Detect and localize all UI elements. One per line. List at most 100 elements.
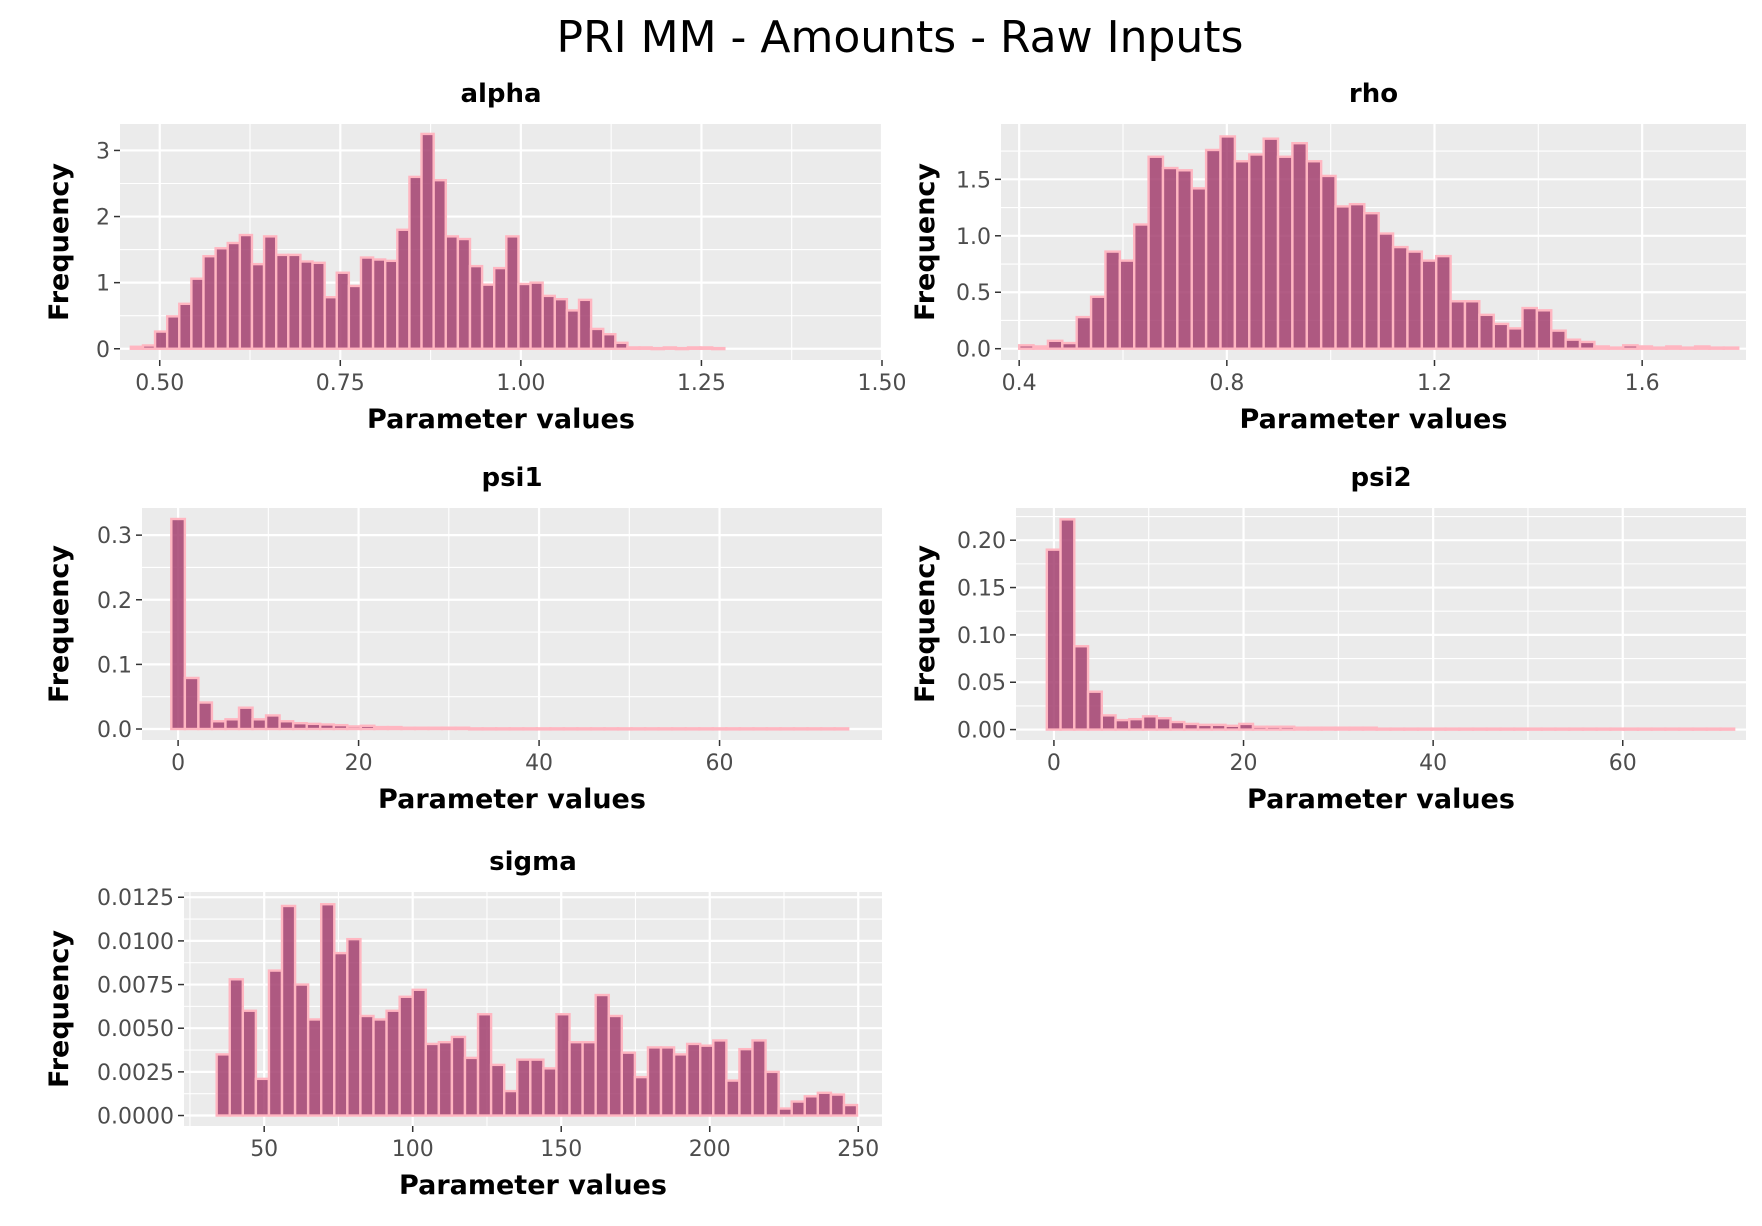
y-tick-label: 0.0 [97, 718, 132, 743]
histogram-bar [1499, 727, 1516, 731]
histogram-bar [468, 264, 484, 350]
histogram-bar [1449, 300, 1467, 350]
histogram-bar [1406, 250, 1424, 350]
histogram-bar [790, 1100, 806, 1117]
histogram-bar [1636, 727, 1653, 731]
histogram-bar [1196, 723, 1213, 731]
histogram-bar [1017, 344, 1035, 350]
histogram-bar [725, 727, 742, 731]
histogram-bar [1224, 724, 1241, 731]
histogram-bar [699, 1044, 715, 1117]
histogram-bar [1458, 727, 1475, 731]
histogram-bar [1679, 346, 1697, 350]
histogram-bar [1161, 166, 1179, 350]
histogram-bar [672, 1053, 689, 1117]
histogram-bar [454, 726, 471, 731]
histogram-bar [299, 260, 314, 350]
histogram-bar [359, 256, 375, 350]
histogram-bar [1719, 727, 1736, 731]
y-tick-label: 0.0075 [97, 974, 174, 999]
histogram-bar [228, 978, 245, 1117]
histogram-bar [190, 277, 205, 350]
histogram-bar [396, 228, 411, 350]
histogram-bar [516, 1058, 532, 1117]
histogram-bar [450, 1035, 467, 1117]
y-tick-label: 0.0025 [97, 1061, 174, 1086]
histogram-bar [250, 262, 266, 350]
x-tick-label: 0.50 [135, 371, 184, 396]
histogram-bar [712, 1039, 728, 1117]
histogram-bar [1492, 322, 1510, 350]
panel-rho: 0.4 0.8 1.2 1.6 0.0 0.5 1.0 1.5 rho Parameter val… [910, 79, 1746, 435]
histogram-bar [529, 1058, 545, 1117]
histogram-bar [1677, 727, 1695, 731]
histogram-bar [829, 1093, 846, 1117]
histogram-bar [1478, 313, 1495, 350]
histogram-bar [1361, 726, 1378, 731]
histogram-bar [777, 1107, 793, 1117]
histogram-bar [792, 727, 809, 731]
histogram-bar [1540, 727, 1557, 731]
histogram-bar [178, 302, 193, 350]
histogram-bars [170, 517, 850, 731]
x-tick-label: 250 [837, 1137, 879, 1162]
x-tick-label: 60 [706, 751, 734, 776]
histogram-bar [577, 298, 593, 350]
histogram-bar [633, 1075, 650, 1117]
histogram-bar [1183, 722, 1200, 731]
histogram-bar [214, 247, 229, 350]
histogram-bar [1059, 518, 1076, 731]
histogram-bar [153, 330, 169, 350]
y-tick-label: 0.05 [957, 671, 1006, 696]
histogram-bar [725, 1079, 741, 1117]
histogram-bar [202, 255, 217, 350]
histogram-bar [816, 1091, 833, 1117]
histogram-bar [685, 1042, 702, 1117]
histogram-bar [1114, 718, 1131, 731]
histogram-bar [1210, 723, 1227, 731]
histogram-bar [1650, 346, 1668, 350]
histogram-bar [420, 132, 435, 350]
histogram-bar [674, 346, 690, 351]
histogram-bar [319, 723, 335, 731]
histogram-bar [684, 727, 701, 731]
y-tick-label: 0.1 [97, 653, 132, 678]
panel-sigma: 50 100 150 200 250 0.0000 0.0025 0.0050 0.0075 0.… [44, 847, 882, 1201]
histogram-bar [1334, 726, 1351, 731]
histogram-bar [346, 937, 362, 1117]
x-tick-label: 150 [540, 1137, 582, 1162]
histogram-bar [1251, 725, 1268, 731]
histogram-bar [1391, 245, 1409, 350]
histogram-bar [555, 1013, 571, 1117]
histogram-bar [386, 725, 403, 731]
panel-psi1: 0 20 40 60 0.0 0.1 0.2 0.3 psi1 Parameter values F… [44, 463, 882, 815]
histogram-bar [170, 517, 187, 731]
histogram-bar [711, 346, 726, 351]
panel-background [142, 508, 882, 740]
histogram-bar [1471, 727, 1488, 731]
histogram-bar [1238, 722, 1255, 731]
y-tick-label: 0.20 [957, 529, 1006, 554]
histogram-bar [1141, 715, 1158, 731]
histogram-bar [607, 1014, 624, 1117]
histogram-bar [562, 727, 579, 731]
histogram-bar [535, 727, 552, 731]
x-tick-label: 20 [1230, 751, 1258, 776]
histogram-bar [602, 333, 617, 350]
panel-title: psi1 [481, 463, 542, 493]
histogram-bar [589, 327, 605, 350]
histogram-bar [476, 1013, 493, 1117]
x-tick-label: 60 [1609, 751, 1637, 776]
histogram-bar [210, 720, 227, 731]
histogram-bar [1032, 345, 1050, 350]
y-tick-label: 1 [96, 272, 110, 297]
histogram-bar [643, 727, 660, 731]
histogram-bar [803, 1095, 820, 1117]
histogram-bar [1377, 232, 1395, 350]
histogram-bar [1595, 727, 1612, 731]
histogram-bar [383, 259, 399, 350]
histogram-bar [440, 726, 457, 731]
histogram-bar [1444, 727, 1461, 731]
histogram-bar [1176, 169, 1193, 350]
x-axis-label: Parameter values [367, 404, 635, 435]
